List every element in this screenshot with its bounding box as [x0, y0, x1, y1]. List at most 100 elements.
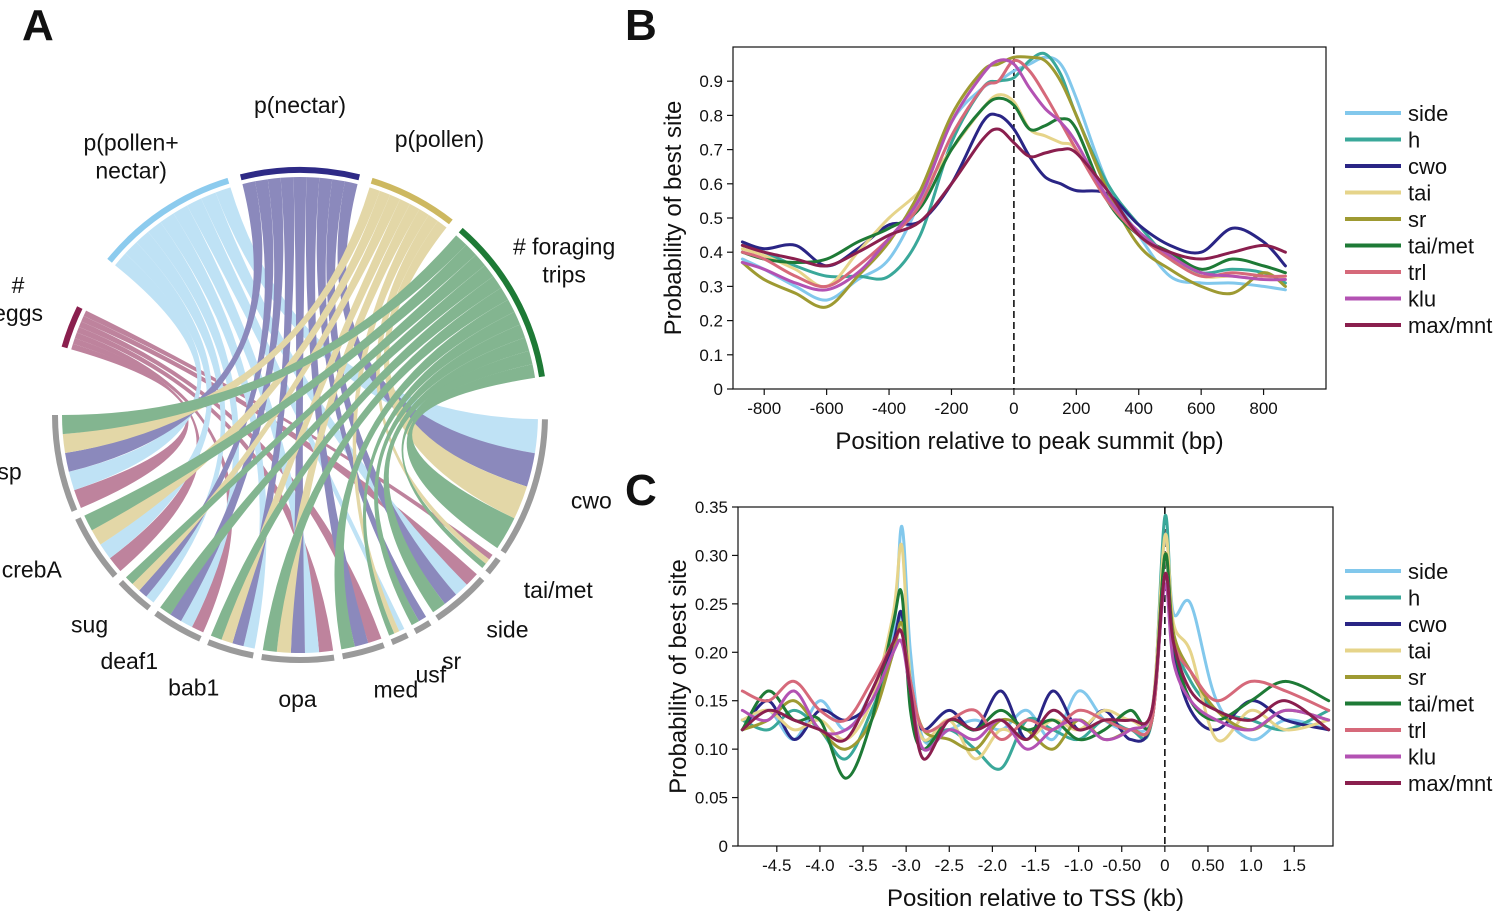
gene-label-bab1: bab1 — [168, 674, 219, 700]
gene-arc-tai-met — [485, 557, 501, 575]
gene-label-cwo: cwo — [571, 487, 612, 513]
gene-label-tai-met: tai/met — [524, 577, 594, 603]
c-ytick-label: 0 — [719, 837, 728, 856]
b-ytick-label: 0.7 — [699, 141, 723, 160]
c-xtick-label: 0.50 — [1191, 856, 1224, 875]
c-ytick-label: 0.25 — [695, 595, 728, 614]
gene-label-med: med — [374, 676, 419, 702]
b-ytick-label: 0.5 — [699, 209, 723, 228]
b-series-trl — [740, 58, 1287, 289]
gene-label-usf: usf — [416, 661, 447, 687]
ribbon-p-nectar-sr — [316, 177, 427, 622]
b-xtick-label: 0 — [1009, 399, 1018, 418]
gene-arc-med — [342, 642, 385, 660]
c-ytick-label: 0.05 — [695, 789, 728, 808]
b-legend-label-side: side — [1408, 101, 1448, 126]
b-xtick-label: 400 — [1125, 399, 1153, 418]
source-arc-eggs — [61, 306, 83, 349]
line-chart-c: -4.5 -4.0 -3.5 -3.0 -2.5 -2.0 -1.5 -1.0 -0.50 0 0.… — [665, 498, 1492, 912]
ribbon-p-pollen-nectar-usf — [187, 198, 405, 632]
source-arc-p-pollen — [370, 177, 453, 225]
gene-arc-side — [435, 576, 485, 621]
c-ytick-label: 0.35 — [695, 498, 728, 517]
c-legend-label-klu: klu — [1408, 745, 1436, 770]
b-ytick-label: 0.4 — [699, 243, 723, 262]
panel-letter-c: C — [625, 466, 657, 515]
ribbon-foraging-trips-creba — [84, 244, 476, 531]
ribbon-p-pollen-nectar-opa — [173, 205, 320, 653]
gene-label-sr: sr — [442, 648, 462, 674]
gene-arc-sug — [118, 580, 152, 611]
b-ytick-label: 0.3 — [699, 277, 723, 296]
c-legend-label-tai: tai — [1408, 639, 1431, 664]
b-plot-frame — [732, 46, 1327, 390]
gene-label-deaf1: deaf1 — [100, 648, 158, 674]
c-xtick-label: -2.0 — [978, 856, 1007, 875]
c-xtick-label: 1.5 — [1282, 856, 1306, 875]
gene-label-usp: usp — [0, 459, 22, 485]
ribbon-foraging-trips-usp — [62, 235, 467, 435]
b-legend-label-h: h — [1408, 128, 1420, 153]
gene-label-opa: opa — [278, 686, 317, 712]
c-xtick-label: -0.50 — [1102, 856, 1141, 875]
b-legend-label-cwo: cwo — [1408, 154, 1447, 179]
gene-arc-deaf1 — [154, 610, 202, 642]
source-arc-foraging-trips — [458, 227, 545, 378]
c-ytick-label: 0.30 — [695, 546, 728, 565]
gene-arc-sr — [413, 620, 432, 634]
line-chart-b: -800 -600 -400 -200 0 200 400 600 800 0 0.1 0.2 0.3 0… — [660, 46, 1492, 455]
c-series-klu — [740, 582, 1331, 752]
b-ytick-label: 0 — [714, 380, 723, 399]
c-xtick-label: -4.5 — [762, 856, 791, 875]
ribbon-p-pollen-cwo — [383, 220, 527, 519]
c-xtick-label: -3.0 — [892, 856, 921, 875]
ribbon-p-pollen-nectar-bab1 — [160, 213, 267, 649]
c-legend-label-sr: sr — [1408, 665, 1426, 690]
b-ylabel: Probability of best site — [660, 101, 687, 336]
b-legend-label-max-mnt: max/mnt — [1408, 313, 1492, 338]
gene-arc-opa — [261, 654, 335, 663]
gene-label-creba: crebA — [2, 557, 63, 583]
b-ytick-label: 0.2 — [699, 312, 723, 331]
source-label-eggs-1: eggs — [0, 300, 43, 326]
c-legend-label-h: h — [1408, 586, 1420, 611]
panel-letter-a: A — [22, 1, 54, 50]
c-series-tai-met — [740, 552, 1331, 780]
c-legend-label-side: side — [1408, 559, 1448, 584]
gene-arc-usf — [390, 632, 409, 645]
b-ytick-label: 0.8 — [699, 106, 723, 125]
c-xtick-label: 0 — [1160, 856, 1169, 875]
ribbon-p-pollen-nectar-cwo — [215, 187, 538, 454]
b-series-max-mnt — [740, 127, 1287, 268]
ribbon-p-pollen-opa — [276, 203, 420, 653]
c-ytick-label: 0.15 — [695, 692, 728, 711]
source-arc-p-pollen-nectar — [107, 177, 230, 263]
ribbon-foraging-trips-cwo — [406, 364, 536, 549]
b-ytick-label: 0.9 — [699, 72, 723, 91]
ribbon-foraging-trips-sr — [374, 324, 526, 626]
source-label-p-pollen-nectar-1: nectar) — [95, 158, 167, 184]
c-xtick-label: -1.0 — [1064, 856, 1093, 875]
c-legend-label-trl: trl — [1408, 718, 1426, 743]
c-legend-label-tai-met: tai/met — [1408, 692, 1474, 717]
c-plot-frame — [737, 506, 1334, 847]
c-xtick-label: -3.5 — [848, 856, 877, 875]
c-legend-label-cwo: cwo — [1408, 612, 1447, 637]
b-series-sr — [740, 55, 1287, 309]
gene-label-sug: sug — [71, 611, 108, 637]
gene-arc-bab1 — [207, 639, 254, 659]
panel-letter-b: B — [625, 1, 657, 50]
c-xtick-label: -4.0 — [805, 856, 834, 875]
gene-arc-cwo — [500, 419, 548, 554]
chord-diagram: #eggs p(pollen+nectar) p(nectar) p(pollen) #… — [0, 92, 615, 712]
c-xlabel: Position relative to TSS (kb) — [887, 885, 1184, 912]
b-series-tai-met — [740, 96, 1287, 275]
c-xtick-label: -2.5 — [935, 856, 964, 875]
b-legend-label-tai: tai — [1408, 181, 1431, 206]
c-xtick-label: 1.0 — [1239, 856, 1263, 875]
b-legend-label-klu: klu — [1408, 287, 1436, 312]
source-label-p-nectar-0: p(nectar) — [254, 92, 346, 118]
b-xtick-label: 200 — [1062, 399, 1090, 418]
ribbon-foraging-trips-usf — [362, 311, 521, 636]
